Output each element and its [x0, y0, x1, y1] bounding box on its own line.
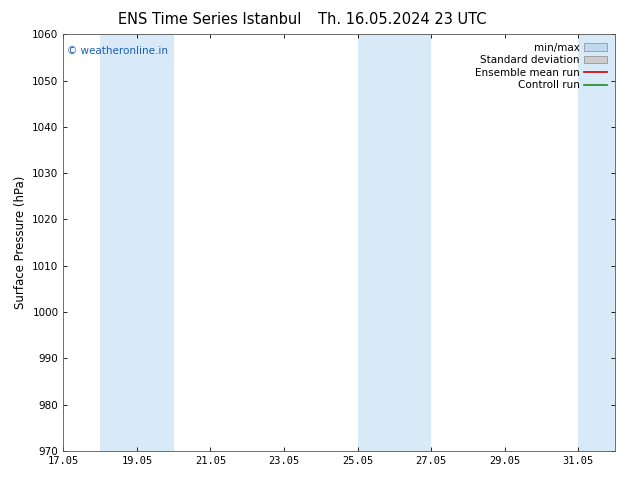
Bar: [100, 34, 174, 451]
Bar: [578, 34, 631, 451]
Text: Th. 16.05.2024 23 UTC: Th. 16.05.2024 23 UTC: [318, 12, 487, 27]
Bar: [358, 34, 431, 451]
Text: © weatheronline.in: © weatheronline.in: [67, 46, 168, 56]
Legend: min/max, Standard deviation, Ensemble mean run, Controll run: min/max, Standard deviation, Ensemble me…: [470, 39, 611, 95]
Text: ENS Time Series Istanbul: ENS Time Series Istanbul: [117, 12, 301, 27]
Y-axis label: Surface Pressure (hPa): Surface Pressure (hPa): [14, 176, 27, 309]
